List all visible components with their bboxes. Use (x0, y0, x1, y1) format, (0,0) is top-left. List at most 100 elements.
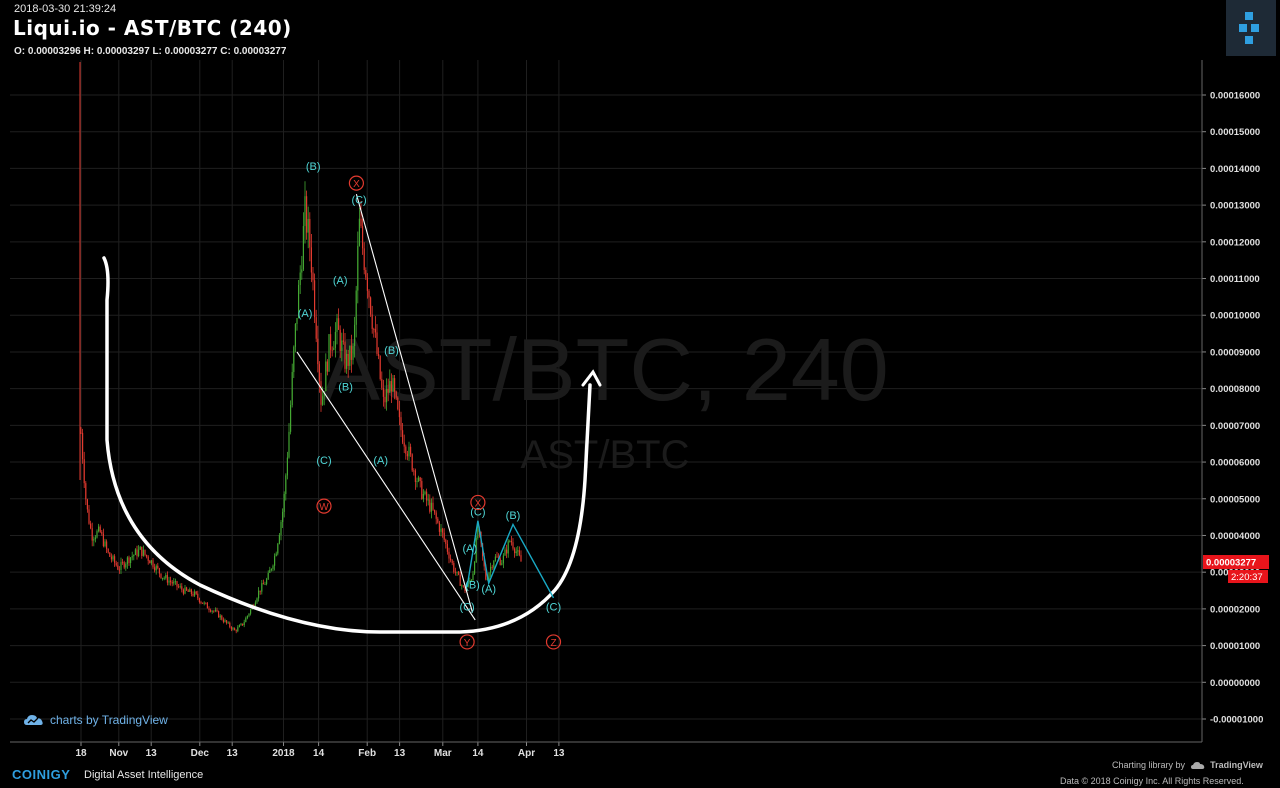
chart-datetime: 2018-03-30 21:39:24 (14, 3, 117, 15)
candle-body (499, 558, 501, 565)
candle-body (258, 590, 260, 599)
candle-body (362, 226, 364, 249)
candle-body (275, 553, 277, 557)
candle-body (453, 563, 455, 572)
candle-body (312, 272, 314, 281)
y-tick-label: 0.00011000 (1210, 274, 1260, 285)
candle-body (514, 548, 516, 554)
tradingview-badge[interactable]: charts by TradingView (24, 713, 168, 727)
candle-body (352, 346, 354, 360)
charting-credit[interactable]: Charting library by TradingView (1112, 760, 1263, 770)
candle-body (304, 196, 306, 227)
candle-body (99, 526, 101, 533)
candle-body (410, 446, 412, 455)
candle-body (98, 526, 100, 532)
candle-body (317, 338, 319, 365)
candle-body (451, 560, 453, 564)
y-tick-label: -0.00001000 (1210, 715, 1263, 726)
wave-label: (B) (306, 161, 321, 173)
coinigy-logo-icon[interactable] (1226, 0, 1276, 56)
candle-body (392, 378, 394, 392)
candle-body (338, 318, 340, 330)
candle-body (331, 349, 333, 351)
candle-body (371, 314, 373, 329)
candle-body (245, 617, 247, 623)
candle-body (96, 531, 98, 538)
candle-body (411, 454, 413, 471)
y-tick-label: 0.00013000 (1210, 201, 1260, 212)
x-tick-label: 2018 (272, 748, 295, 759)
candle-body (326, 361, 328, 372)
chart-watermark: AST/BTC, 240 AST/BTC (321, 320, 888, 477)
candle-body (115, 562, 117, 566)
candle-body (176, 581, 178, 587)
candle-body (485, 566, 487, 580)
candle-body (149, 560, 151, 564)
candle-body (150, 560, 152, 564)
candle-body (299, 272, 301, 285)
candle-body (483, 556, 485, 567)
candle-body (230, 627, 232, 630)
y-tick-label: 0.00016000 (1210, 91, 1260, 102)
candle-body (387, 388, 389, 393)
y-tick-label: 0.00000000 (1210, 678, 1260, 689)
candle-body (446, 543, 448, 552)
candle-body (213, 610, 215, 612)
candle-body (368, 290, 370, 298)
candle-body (381, 379, 383, 388)
candle-body (491, 566, 493, 568)
candle-body (126, 557, 128, 565)
candle-body (285, 475, 287, 495)
candle-body (493, 560, 495, 568)
candle-body (102, 533, 104, 547)
candle-body (138, 549, 140, 557)
wave-label: (A) (481, 583, 496, 595)
y-tick-label: 0.00010000 (1210, 311, 1260, 322)
y-tick-label: 0.00008000 (1210, 384, 1260, 395)
wave-circle (470, 494, 486, 511)
candle-body (222, 619, 224, 622)
candle-body (389, 381, 391, 393)
candle-body (270, 568, 272, 570)
candle-body (206, 603, 208, 609)
candle-body (262, 583, 264, 585)
candle-body (315, 317, 317, 339)
wave-circle (545, 634, 562, 650)
candle-body (187, 590, 189, 592)
candle-body (232, 628, 234, 630)
candle-body (350, 345, 352, 360)
candle-body (358, 218, 360, 246)
candle-body (347, 353, 349, 366)
annotations: (A)(B)(C)(A)(B)(C)(A)(B)(C)(B)(A)(C)(A)(… (102, 161, 602, 650)
candle-body (235, 630, 237, 632)
candle-body (490, 566, 492, 573)
candle-body (438, 522, 440, 532)
candle-body (205, 602, 207, 604)
candle-body (210, 610, 212, 612)
candle-body (221, 615, 223, 620)
candle-body (333, 347, 335, 350)
candle-body (403, 442, 405, 447)
candle-body (435, 512, 437, 519)
candle-body (250, 609, 252, 614)
candle-body (192, 593, 194, 596)
wave-circle-label: Y (464, 638, 471, 649)
candle-body (170, 580, 172, 583)
candle-body (274, 556, 276, 566)
candle-body (178, 586, 180, 588)
coinigy-brand[interactable]: COINIGY (12, 767, 71, 782)
candle-body (382, 387, 384, 397)
candle-body (373, 328, 375, 330)
candle-body (86, 499, 88, 510)
candle-body (277, 543, 279, 554)
candle-body (123, 562, 125, 568)
candle-body (424, 491, 426, 494)
arrow-head-icon (581, 369, 602, 387)
countdown-tag (1228, 570, 1268, 584)
candle-body (182, 589, 184, 594)
candle-body (160, 573, 162, 579)
candle-body (107, 548, 109, 553)
y-tick-label: 0.00006000 (1210, 458, 1260, 469)
x-tick-label: 13 (227, 748, 239, 759)
